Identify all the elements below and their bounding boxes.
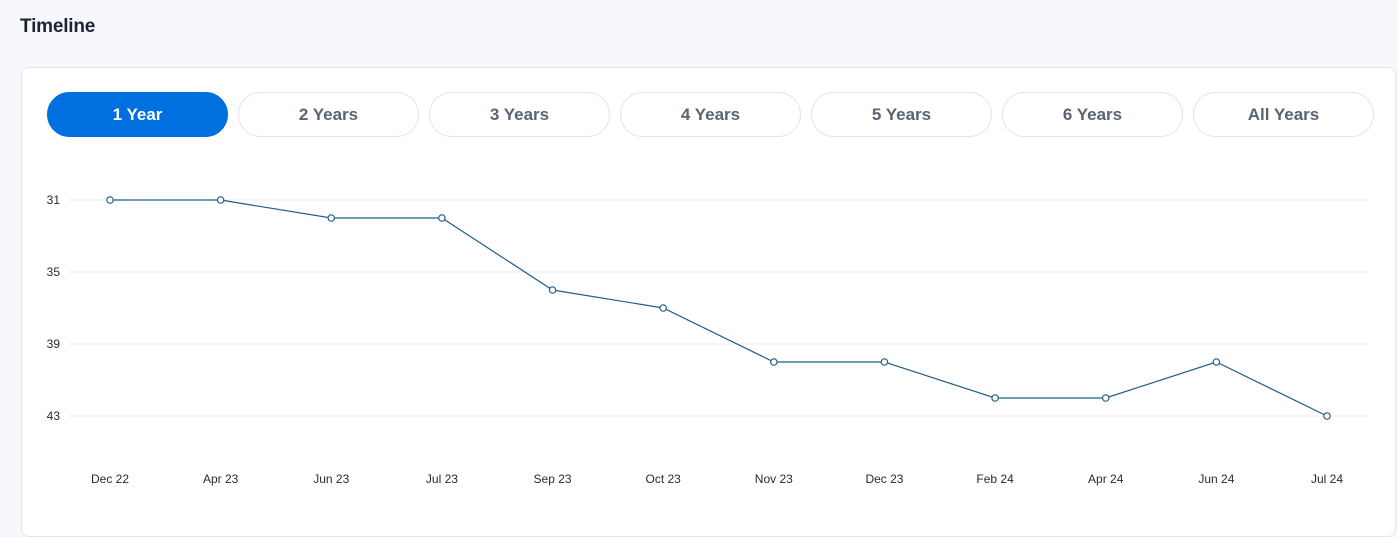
tab-1-year[interactable]: 1 Year xyxy=(47,92,228,137)
x-tick-label: Feb 24 xyxy=(976,472,1014,486)
page-title: Timeline xyxy=(20,16,96,37)
tab-5-years[interactable]: 5 Years xyxy=(811,92,992,137)
data-point xyxy=(106,196,114,204)
y-tick-label: 31 xyxy=(47,193,61,207)
x-tick-label: Apr 24 xyxy=(1088,472,1124,486)
x-tick-label: Oct 23 xyxy=(646,472,682,486)
tab-6-years[interactable]: 6 Years xyxy=(1002,92,1183,137)
x-tick-label: Jun 23 xyxy=(313,472,349,486)
tab-all-years[interactable]: All Years xyxy=(1193,92,1374,137)
y-tick-label: 35 xyxy=(47,265,61,279)
data-point xyxy=(438,214,446,222)
x-tick-label: Dec 23 xyxy=(865,472,903,486)
tab-3-years[interactable]: 3 Years xyxy=(429,92,610,137)
data-point xyxy=(1323,412,1331,420)
data-point xyxy=(548,286,557,294)
y-tick-label: 43 xyxy=(47,409,61,423)
x-tick-label: Jul 23 xyxy=(426,472,458,486)
data-point xyxy=(216,196,225,204)
data-point xyxy=(1212,358,1221,366)
range-tabs: 1 Year 2 Years 3 Years 4 Years 5 Years 6… xyxy=(47,92,1374,137)
data-point xyxy=(327,214,336,222)
x-tick-label: Nov 23 xyxy=(755,472,793,486)
timeline-chart: 31 35 39 43 Dec 22 Apr 23 Jun 23 Jul 23 Sep 23 Oc… xyxy=(47,193,1367,486)
tab-2-years[interactable]: 2 Years xyxy=(238,92,419,137)
timeline-card: 1 Year 2 Years 3 Years 4 Years 5 Years 6… xyxy=(21,67,1396,537)
y-tick-label: 39 xyxy=(47,337,61,351)
x-tick-label: Apr 23 xyxy=(203,472,239,486)
data-point xyxy=(1101,394,1110,402)
x-tick-label: Jul 24 xyxy=(1311,472,1343,486)
series-line xyxy=(110,199,1328,417)
x-tick-label: Sep 23 xyxy=(534,472,572,486)
data-point xyxy=(659,304,667,312)
tab-4-years[interactable]: 4 Years xyxy=(620,92,801,137)
x-tick-label: Jun 24 xyxy=(1198,472,1234,486)
data-point xyxy=(880,358,889,366)
x-tick-label: Dec 22 xyxy=(91,472,129,486)
data-point xyxy=(770,358,778,366)
data-point xyxy=(991,394,999,402)
